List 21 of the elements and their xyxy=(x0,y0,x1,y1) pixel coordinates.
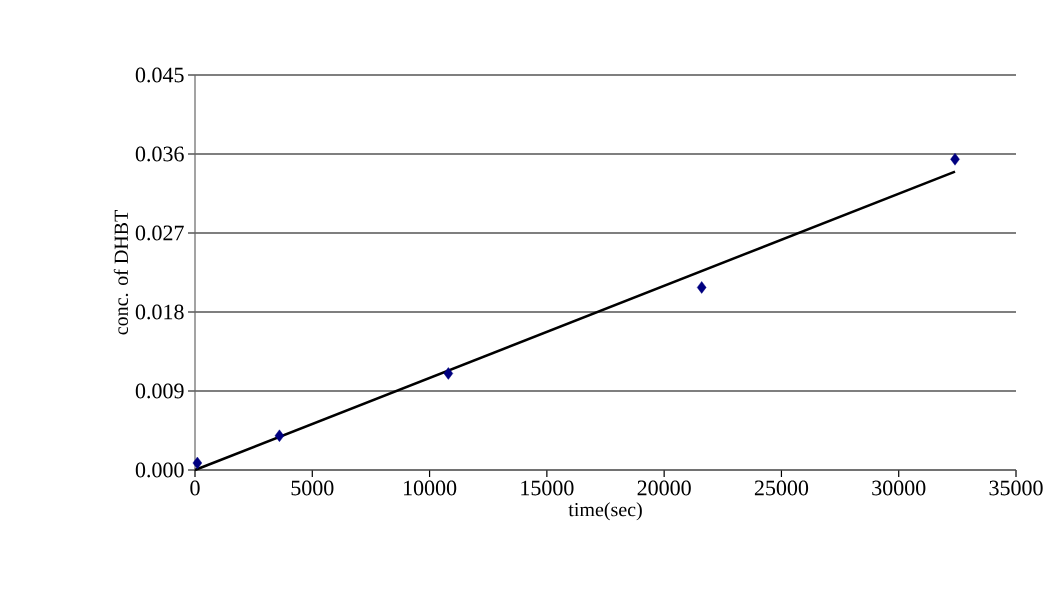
y-tick-label: 0.036 xyxy=(135,146,184,162)
y-tick-label: 0.045 xyxy=(135,67,184,83)
point xyxy=(443,367,454,380)
x-axis-title: time(sec) xyxy=(568,502,642,521)
y-tick-label: 0.027 xyxy=(135,225,184,241)
y-tick-label: 0.009 xyxy=(135,383,184,399)
x-tick-label: 15000 xyxy=(521,480,574,496)
x-tick-label: 30000 xyxy=(872,480,926,496)
point xyxy=(274,429,285,442)
point xyxy=(192,456,203,470)
x-tick-label: 35000 xyxy=(989,480,1043,496)
x-tick-label: 25000 xyxy=(754,480,809,496)
point xyxy=(950,153,960,166)
x-tick-label: 5000 xyxy=(291,480,334,496)
point xyxy=(696,281,707,294)
y-tick-label: 0.018 xyxy=(135,304,184,320)
y-tick-label: 0.000 xyxy=(135,462,184,478)
y-axis-title: conc. of DHBT xyxy=(113,210,129,335)
x-tick-label: 20000 xyxy=(637,480,691,496)
x-tick-label: 0 xyxy=(190,480,200,496)
x-tick-label: 10000 xyxy=(404,480,457,496)
